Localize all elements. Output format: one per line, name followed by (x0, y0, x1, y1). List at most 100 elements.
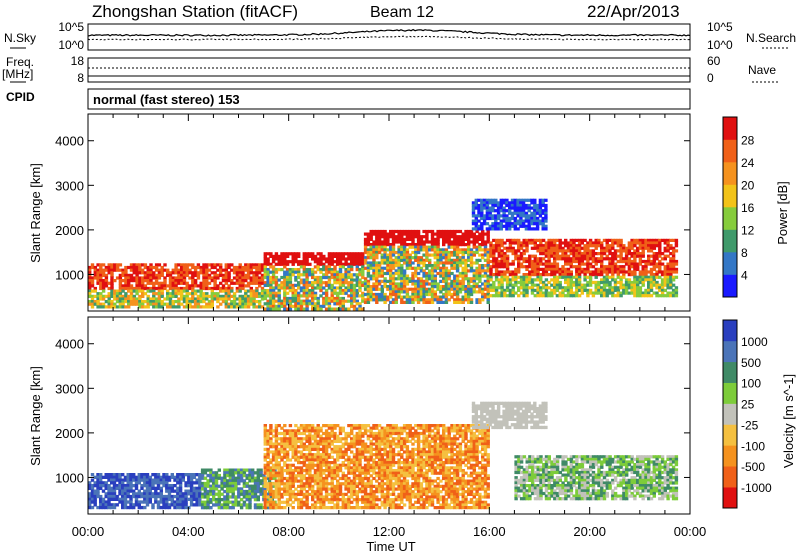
power-cell (483, 287, 488, 291)
velocity-cell (90, 478, 95, 482)
power-cell (428, 300, 432, 304)
velocity-cell (253, 476, 258, 480)
velocity-cell (178, 492, 183, 496)
velocity-cell (259, 492, 263, 496)
power-cell (663, 294, 667, 298)
power-cell (386, 248, 390, 252)
power-cell (564, 278, 568, 282)
power-cell (152, 276, 156, 280)
power-cell (207, 281, 212, 285)
power-cell (238, 297, 242, 301)
power-cell (380, 287, 384, 291)
power-cell (428, 261, 432, 265)
power-cell (455, 256, 460, 260)
power-cell (375, 287, 379, 291)
velocity-cell (90, 497, 95, 501)
power-cell (500, 294, 504, 298)
power-cell (313, 275, 318, 280)
power-cell (419, 240, 424, 244)
velocity-cell (129, 484, 133, 488)
power-cell (655, 244, 659, 248)
power-cell (575, 249, 579, 253)
power-cell (219, 294, 223, 298)
power-cell (269, 294, 273, 298)
power-cell (347, 286, 351, 290)
power-cell (389, 292, 393, 297)
power-cell (238, 279, 242, 283)
power-cell (482, 201, 487, 205)
power-cell (311, 270, 315, 274)
power-cell (569, 278, 573, 282)
power-cell (516, 203, 520, 208)
velocity-cell (285, 476, 290, 481)
power-y-tick-label: 2000 (55, 223, 84, 238)
power-cell (285, 278, 290, 282)
velocity-cell (239, 492, 244, 496)
power-cell (619, 270, 623, 274)
power-cell (644, 294, 648, 298)
power-cell (221, 273, 226, 277)
power-cell (369, 266, 373, 270)
velocity-cell (256, 476, 260, 480)
power-cell (624, 283, 629, 287)
power-cell (561, 246, 565, 250)
power-cell (488, 206, 492, 210)
power-cell (405, 274, 410, 278)
power-cell (550, 288, 554, 292)
power-cell (602, 288, 607, 292)
power-cell (389, 282, 393, 286)
power-cell (146, 286, 150, 291)
power-cell (425, 264, 429, 268)
power-cell (389, 266, 393, 270)
power-cell (486, 253, 490, 257)
power-cell (624, 254, 629, 258)
power-cell (341, 304, 345, 308)
power-cell (235, 302, 240, 306)
velocity-cell (212, 492, 216, 496)
power-cell (305, 257, 309, 261)
power-cell (266, 291, 270, 295)
power-cell (519, 257, 524, 261)
power-cell (249, 294, 253, 298)
power-cell (324, 299, 329, 303)
power-cell (455, 261, 460, 265)
power-cell (386, 237, 390, 241)
power-cell (322, 302, 326, 306)
power-cell (464, 248, 468, 252)
power-cell (624, 249, 629, 253)
power-cell (492, 249, 496, 253)
power-cell (93, 268, 97, 272)
power-cell (517, 254, 521, 258)
power-cell (475, 285, 479, 289)
power-cell (132, 300, 136, 304)
velocity-cell (253, 498, 258, 502)
power-cell (486, 232, 490, 236)
velocity-cell (159, 500, 163, 504)
power-cell (313, 307, 318, 311)
power-cell (319, 294, 323, 298)
power-cell (141, 289, 145, 293)
power-cell (613, 267, 618, 271)
power-cell (101, 305, 106, 309)
power-cell (152, 305, 156, 309)
power-cell (467, 256, 471, 260)
power-cell (99, 302, 103, 306)
velocity-cell (143, 489, 147, 493)
velocity-cell (148, 500, 152, 504)
power-cell (522, 257, 526, 261)
power-cell (154, 300, 159, 304)
power-cell (458, 279, 463, 283)
power-cell (658, 262, 662, 266)
power-cell (366, 235, 371, 239)
velocity-cell (291, 463, 295, 467)
power-cell (636, 254, 640, 258)
nave-tick-top: 60 (707, 54, 721, 68)
power-cell (597, 286, 601, 290)
velocity-cell (170, 489, 174, 493)
power-cell (575, 270, 579, 274)
velocity-cell (242, 492, 247, 496)
power-y-axis-label: Slant Range [km] (28, 163, 43, 263)
power-cell (539, 291, 543, 295)
power-cell (269, 265, 273, 269)
power-cell (375, 235, 379, 239)
